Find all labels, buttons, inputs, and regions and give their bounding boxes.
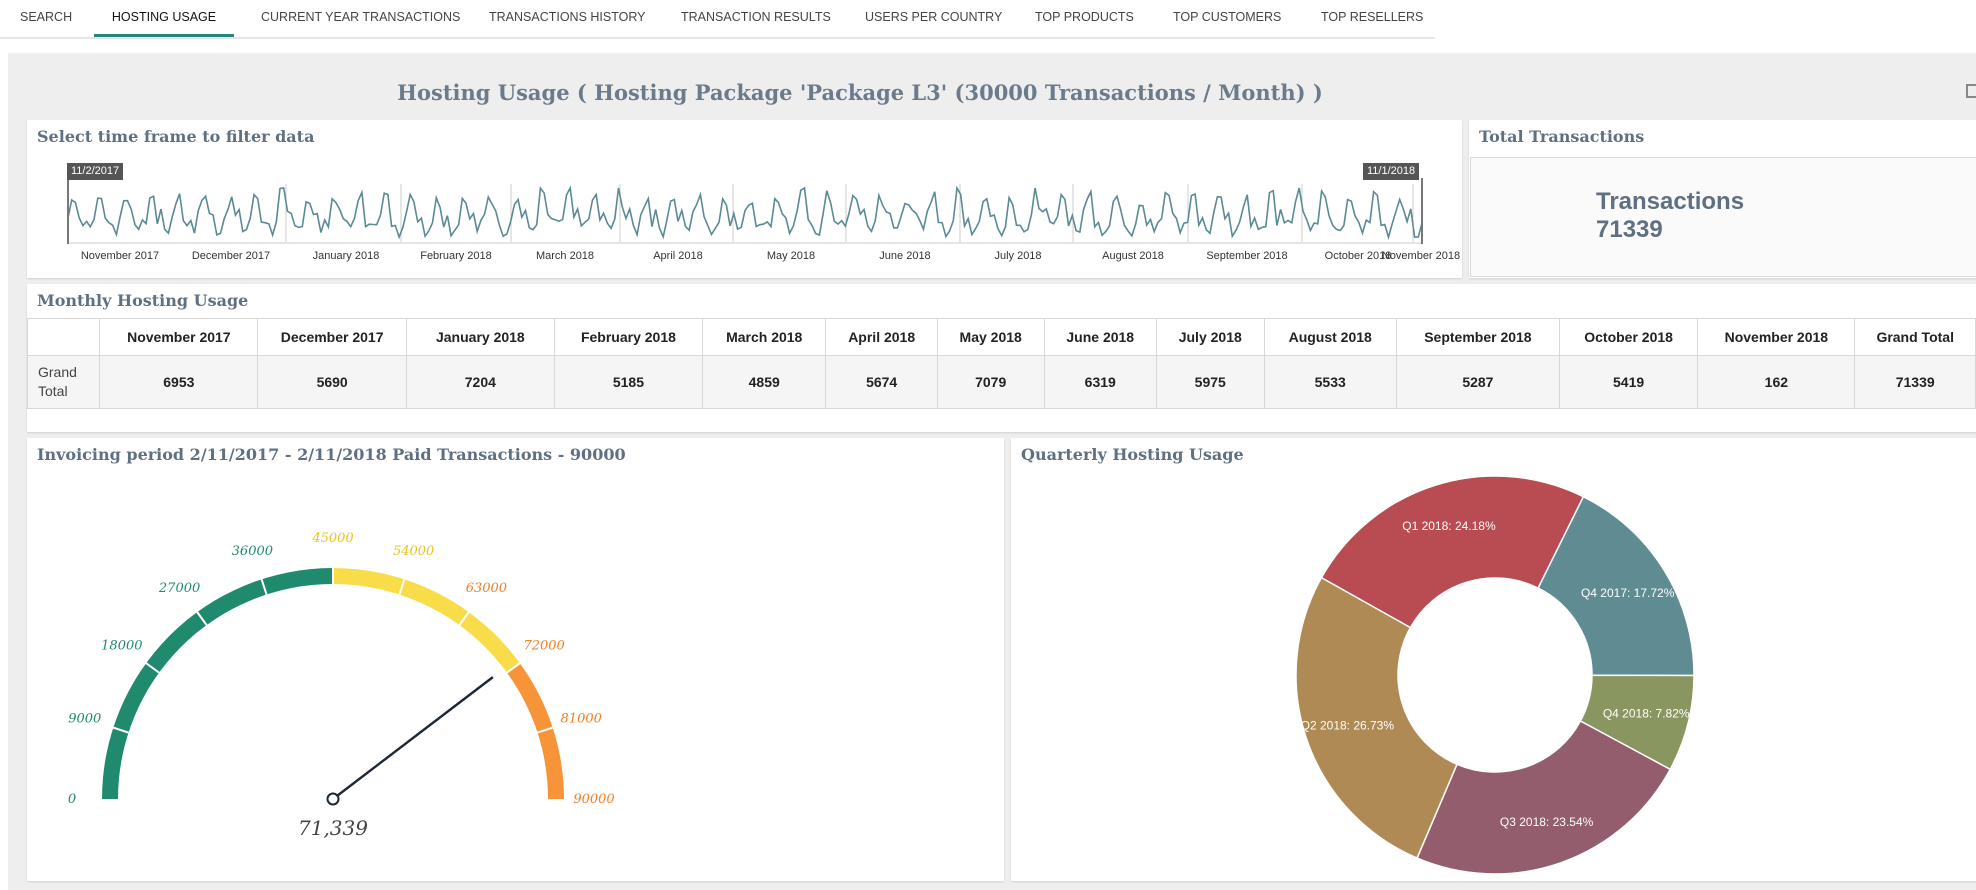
gauge-tick-mark	[196, 611, 208, 626]
tab-transaction-results[interactable]: TRANSACTION RESULTS	[681, 10, 831, 24]
column-header[interactable]: December 2017	[257, 318, 407, 356]
range-start-handle[interactable]	[67, 178, 69, 244]
gauge-tick-mark	[112, 726, 129, 734]
column-header[interactable]: February 2018	[553, 318, 704, 356]
donut-slice	[1416, 719, 1672, 875]
tab-hosting-usage[interactable]: HOSTING USAGE	[94, 0, 234, 37]
tab-users-per-country[interactable]: USERS PER COUNTRY	[865, 10, 1003, 24]
row-header: Grand Total	[26, 355, 101, 409]
table-corner-cell	[26, 318, 101, 356]
table-cell: 7204	[405, 355, 555, 409]
donut-slice	[1537, 495, 1695, 677]
timeframe-title: Select time frame to filter data	[37, 127, 315, 146]
gauge-tick-label: 81000	[561, 711, 602, 726]
total-transactions-label: Transactions	[1596, 188, 1745, 215]
table-cell: 5287	[1395, 355, 1560, 409]
column-header[interactable]: October 2018	[1558, 318, 1699, 356]
tab-transactions-history[interactable]: TRANSACTIONS HISTORY	[489, 10, 646, 24]
tab-current-year-transactions[interactable]: CURRENT YEAR TRANSACTIONS	[261, 10, 461, 24]
table-header-row: November 2017 December 2017 January 2018…	[26, 318, 1976, 356]
table-cell: 6319	[1043, 355, 1157, 409]
gauge-title: Invoicing period 2/11/2017 - 2/11/2018 P…	[37, 445, 626, 464]
tab-top-products[interactable]: TOP PRODUCTS	[1035, 10, 1134, 24]
column-header[interactable]: March 2018	[702, 318, 827, 356]
total-transactions-value: 71339	[1596, 216, 1663, 243]
range-end-label: 11/1/2018	[1363, 163, 1420, 180]
column-header[interactable]: July 2018	[1155, 318, 1265, 356]
gauge-tick-mark	[537, 726, 554, 734]
total-transactions-title: Total Transactions	[1479, 127, 1645, 146]
column-header[interactable]: August 2018	[1263, 318, 1397, 356]
table-row: Grand Total 6953 5690 7204 5185 4859 567…	[26, 355, 1976, 409]
monthly-usage-title: Monthly Hosting Usage	[37, 291, 249, 310]
column-header[interactable]: November 2017	[99, 318, 259, 356]
gauge-tick-label: 27000	[158, 581, 200, 596]
gauge-tick-label: 45000	[311, 531, 353, 546]
donut-slice-label: Q4 2017: 17.72%	[1581, 586, 1675, 600]
donut-slice-label: Q3 2018: 23.54%	[1500, 815, 1594, 829]
column-header[interactable]: January 2018	[405, 318, 555, 356]
table-cell: 6953	[99, 355, 259, 409]
total-transactions-box: Transactions 71339	[1470, 157, 1976, 277]
gauge-value: 71,339	[298, 816, 368, 840]
gauge-tick-mark	[506, 662, 521, 674]
gauge-tick-mark	[145, 662, 160, 674]
gauge-tick-label: 9000	[68, 711, 101, 726]
table-cell: 71339	[1854, 355, 1976, 409]
gauge-pivot	[326, 792, 340, 806]
column-header[interactable]: September 2018	[1395, 318, 1560, 356]
gauge-band	[506, 663, 564, 799]
column-header[interactable]: May 2018	[936, 318, 1045, 356]
gauge-tick-mark	[398, 578, 406, 595]
gauge-tick-mark	[260, 578, 268, 595]
gauge-tick-label: 18000	[101, 639, 142, 654]
donut-slice-label: Q4 2018: 7.82%	[1603, 706, 1690, 720]
quarterly-donut-chart: Q4 2017: 17.72% Q4 2018: 7.82% Q3 2018: 23…	[1295, 475, 1695, 875]
gauge-needle	[332, 676, 494, 800]
gauge-band	[333, 568, 520, 673]
export-icon[interactable]	[1966, 84, 1976, 98]
table-cell: 4859	[702, 355, 827, 409]
quarterly-usage-title: Quarterly Hosting Usage	[1021, 445, 1244, 464]
tab-top-customers[interactable]: TOP CUSTOMERS	[1173, 10, 1282, 24]
donut-slice	[1295, 576, 1458, 860]
gauge-tick-label: 90000	[573, 792, 614, 807]
tab-top-resellers[interactable]: TOP RESELLERS	[1321, 10, 1424, 24]
gauge-tick-label: 54000	[393, 544, 434, 559]
quarterly-usage-panel: Quarterly Hosting Usage Q4 2017: 17.72% Q…	[1011, 438, 1976, 881]
usage-gauge: 0 9000 18000 27000 36000 45000 54000 63000 72000…	[68, 531, 615, 840]
table-cell: 5975	[1155, 355, 1265, 409]
tab-bar: SEARCH HOSTING USAGE CURRENT YEAR TRANSA…	[0, 0, 1435, 39]
donut-slice-label: Q2 2018: 26.73%	[1301, 718, 1395, 732]
table-cell: 5419	[1558, 355, 1699, 409]
page-title: Hosting Usage ( Hosting Package 'Package…	[397, 80, 1323, 105]
table-cell: 5674	[825, 355, 938, 409]
table-cell: 5185	[553, 355, 704, 409]
gauge-tick-label: 36000	[232, 544, 273, 559]
column-header[interactable]: April 2018	[825, 318, 938, 356]
gauge-tick-label: 72000	[523, 639, 564, 654]
donut-slice-label: Q1 2018: 24.18%	[1402, 519, 1496, 533]
gauge-panel: Invoicing period 2/11/2017 - 2/11/2018 P…	[27, 438, 1004, 881]
donut-slice	[1320, 475, 1585, 629]
monthly-usage-table: November 2017 December 2017 January 2018…	[26, 318, 1976, 409]
table-cell: 162	[1697, 355, 1856, 409]
column-header[interactable]: Grand Total	[1854, 318, 1976, 356]
table-cell: 5690	[257, 355, 407, 409]
gauge-tick-mark	[458, 611, 470, 626]
gauge-tick-label: 0	[68, 792, 76, 807]
gauge-band	[102, 568, 333, 799]
tab-search[interactable]: SEARCH	[20, 10, 73, 24]
range-end-handle[interactable]	[1421, 178, 1423, 244]
timeframe-panel: Select time frame to filter data	[27, 120, 1462, 278]
column-header[interactable]: November 2018	[1697, 318, 1856, 356]
gauge-tick-label: 63000	[466, 581, 507, 596]
table-cell: 5533	[1263, 355, 1397, 409]
column-header[interactable]: June 2018	[1043, 318, 1157, 356]
table-cell: 7079	[936, 355, 1045, 409]
range-start-label: 11/2/2017	[67, 163, 124, 180]
